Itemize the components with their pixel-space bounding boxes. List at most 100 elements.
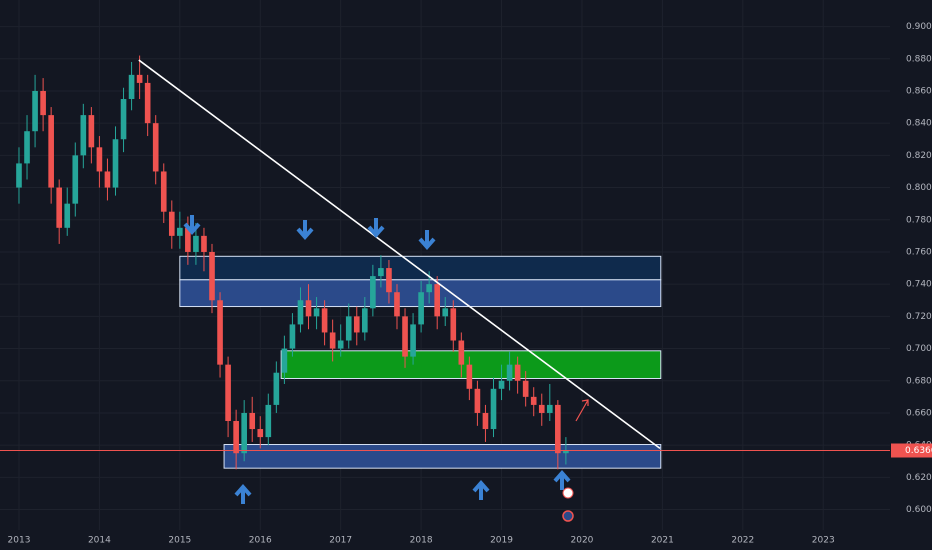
candle-body <box>120 99 127 140</box>
plot-area <box>0 55 890 470</box>
y-tick-label: 0.78000 <box>906 215 932 225</box>
candle-body <box>361 308 368 333</box>
candle-body <box>217 300 223 365</box>
candle-body <box>48 115 54 188</box>
candle-body <box>273 372 280 405</box>
trendline <box>138 59 661 450</box>
candle-body <box>209 251 215 301</box>
candle-body <box>546 404 553 413</box>
up-arrow <box>553 469 571 490</box>
candle-body <box>394 292 400 317</box>
y-tick-label: 0.90000 <box>906 22 932 32</box>
candle-body <box>426 284 432 293</box>
candle-body <box>450 308 457 341</box>
candle-body <box>104 171 111 188</box>
candle-body <box>386 268 392 293</box>
zone <box>179 255 662 281</box>
candle-body <box>136 74 143 83</box>
candle-body <box>88 115 95 148</box>
x-tick-label: 2014 <box>88 536 111 546</box>
candle-body <box>410 324 416 357</box>
candle-body <box>193 235 199 252</box>
x-tick-label: 2019 <box>490 536 513 546</box>
y-tick-label: 0.76000 <box>906 247 932 257</box>
candle-body <box>321 308 328 333</box>
down-arrow <box>367 218 385 239</box>
candle-body <box>225 364 231 422</box>
candle-body <box>112 139 119 188</box>
down-arrow <box>418 230 436 251</box>
up-arrow <box>234 483 252 504</box>
candle-body <box>418 292 424 325</box>
candle-body <box>498 380 505 389</box>
candle-body <box>152 123 159 172</box>
down-arrow <box>296 220 314 241</box>
candle-body <box>555 404 561 454</box>
candle-body <box>466 364 473 389</box>
candle-body <box>378 268 384 277</box>
candle-body <box>40 90 46 116</box>
annotations <box>183 215 589 522</box>
candle-body <box>490 388 497 430</box>
candle-body <box>442 308 449 317</box>
x-tick-label: 2022 <box>731 536 754 546</box>
y-tick-label: 0.68000 <box>906 376 932 386</box>
last-price-label: 0.63668 <box>905 446 932 456</box>
zone <box>223 444 662 469</box>
candle-body <box>32 90 38 132</box>
candle-body <box>177 227 183 236</box>
candle-body <box>257 429 264 438</box>
candle-body <box>458 340 465 365</box>
candle-body <box>281 348 288 373</box>
y-tick-label: 0.66000 <box>906 408 932 418</box>
y-tick-label: 0.84000 <box>906 119 932 129</box>
y-tick-label: 0.60000 <box>906 505 932 515</box>
projection-arrow <box>575 399 589 422</box>
y-tick-label: 0.86000 <box>906 86 932 96</box>
event-badge[interactable] <box>562 487 574 499</box>
x-tick-label: 2023 <box>812 536 835 546</box>
y-tick-label: 0.62000 <box>906 473 932 483</box>
event-badge[interactable] <box>562 510 574 522</box>
candle-body <box>168 211 175 236</box>
candle-body <box>402 316 408 357</box>
candle-body <box>289 324 296 349</box>
candle-body <box>329 332 336 349</box>
candle-body <box>563 449 569 454</box>
candle-body <box>265 404 272 438</box>
candle-body <box>345 316 352 341</box>
candle-body <box>72 155 79 204</box>
y-tick-label: 0.70000 <box>906 344 932 354</box>
x-tick-label: 2020 <box>571 536 594 546</box>
y-tick-label: 0.82000 <box>906 151 932 161</box>
candle-body <box>514 364 521 381</box>
x-tick-label: 2013 <box>8 536 31 546</box>
candle-body <box>434 284 441 317</box>
candle-body <box>144 82 151 124</box>
candle-body <box>353 316 360 333</box>
candle-body <box>337 340 344 349</box>
candle-body <box>474 388 481 413</box>
candle-body <box>538 404 545 413</box>
y-tick-label: 0.72000 <box>906 312 932 322</box>
candle-body <box>96 147 103 172</box>
y-tick-label: 0.74000 <box>906 280 932 290</box>
candle-body <box>160 171 167 212</box>
candle-body <box>16 163 22 188</box>
x-tick-label: 2021 <box>651 536 674 546</box>
candle-body <box>370 276 376 309</box>
candle-body <box>482 412 489 430</box>
candle-body <box>80 115 87 156</box>
candle-body <box>24 131 30 164</box>
x-tick-label: 2018 <box>410 536 433 546</box>
axes: 0.600000.620000.640000.660000.680000.700… <box>8 22 932 546</box>
y-tick-label: 0.88000 <box>906 54 932 64</box>
candle-body <box>530 396 537 405</box>
candle-body <box>313 308 320 317</box>
x-tick-label: 2016 <box>249 536 272 546</box>
candle-body <box>305 300 312 317</box>
candle-body <box>185 227 191 252</box>
y-tick-label: 0.80000 <box>906 183 932 193</box>
up-arrow <box>472 479 490 500</box>
